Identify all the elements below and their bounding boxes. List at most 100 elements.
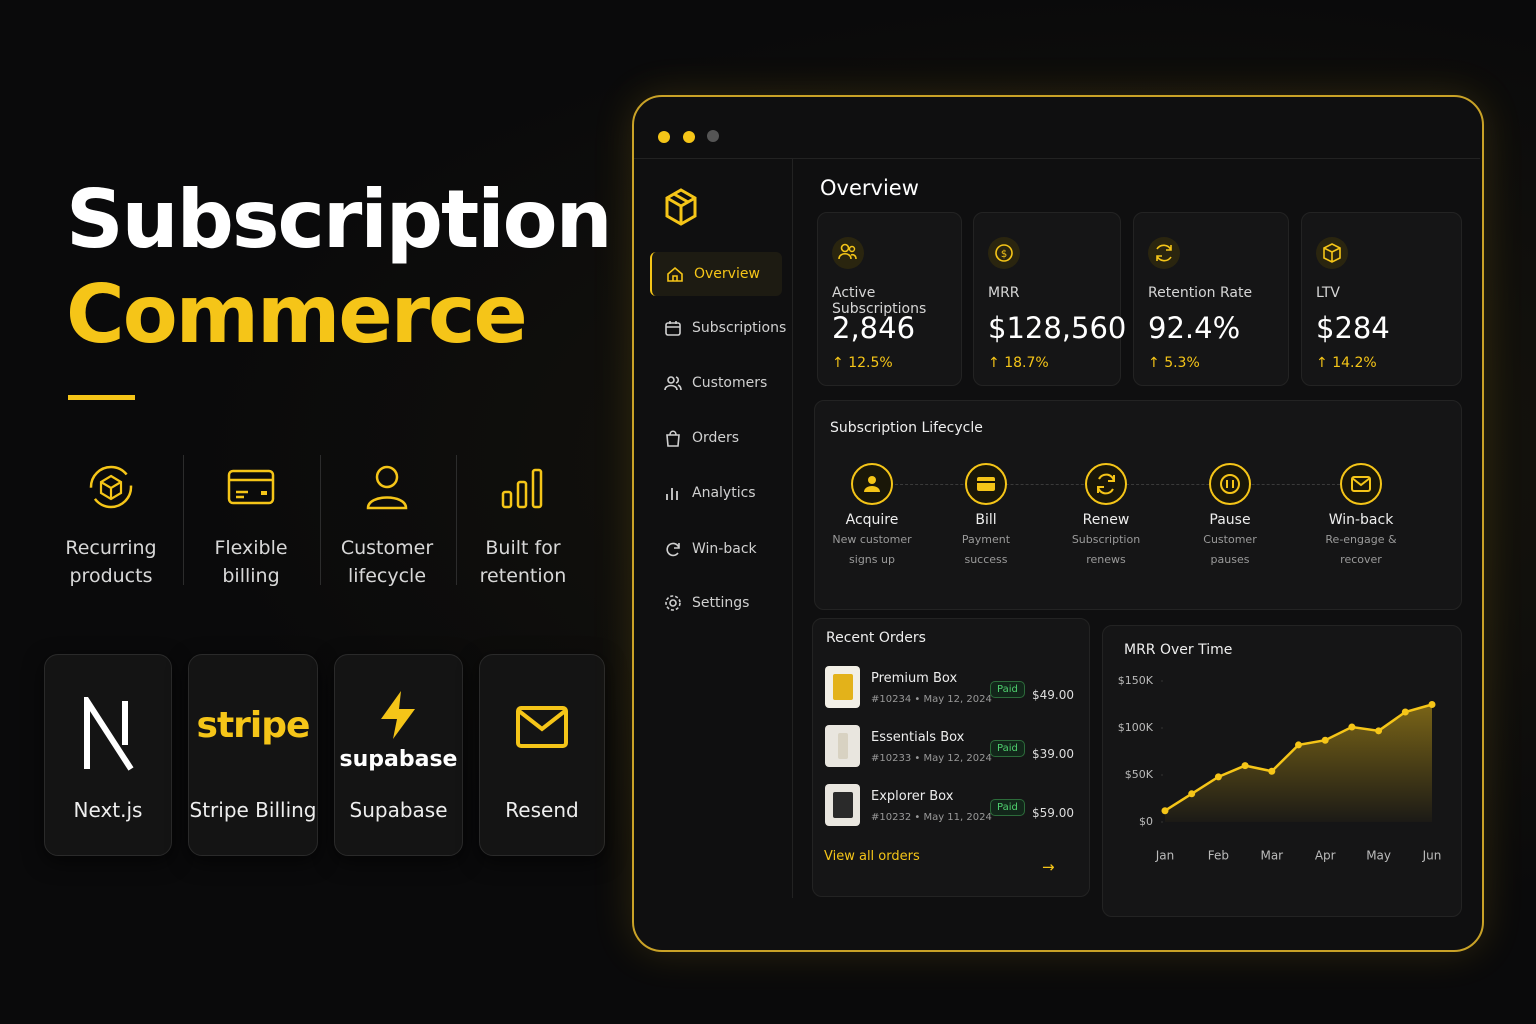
step-title: Acquire [845,512,899,528]
step-title: Pause [1209,512,1251,528]
feature-icon [89,465,133,509]
nav-label: Settings [692,595,750,611]
feature-label: Flexible billing [214,537,288,587]
supabase-logo [381,691,415,739]
kpi-value: 2,846 [832,311,916,345]
lifecycle-step: Acquire New customer signs up [812,462,932,570]
arrow-icon[interactable]: → [1042,858,1055,876]
window-dot [658,131,670,143]
nav-item[interactable]: Subscriptions [650,306,786,350]
divider [456,455,457,585]
step-title: Bill [975,512,997,528]
lifecycle-step: Win-back Re-engage & recover [1301,462,1421,570]
kpi-change-value: 14.2% [1332,355,1377,371]
nav-icon [667,266,683,282]
nav-item[interactable]: Win-back [650,527,782,571]
nav-item[interactable]: Analytics [650,471,782,515]
step-desc: Subscription renews [1071,533,1141,566]
order-price: $39.00 [1032,747,1074,761]
lifecycle-title: Subscription Lifecycle [830,420,983,436]
kpi-label: Active Subscriptions [832,285,927,317]
feature-label: Recurring products [65,537,157,587]
nav-label: Analytics [692,485,756,501]
page-heading: Overview [820,176,919,200]
feature-icon [366,465,408,510]
kpi-change-value: 5.3% [1164,355,1200,371]
step-icon [1085,463,1127,505]
step-desc: Customer pauses [1203,533,1257,566]
step-icon [851,463,893,505]
step-icon [1340,463,1382,505]
nav-icon [664,376,682,391]
kpi-change: ↑ 5.3% [1148,355,1200,371]
tech-card: Resend [479,654,605,856]
divider [320,455,321,585]
order-name: Explorer Box [871,789,954,804]
kpi-change-value: 12.5% [848,355,893,371]
hero-title: Subscription [66,173,613,266]
kpi-label: MRR [988,285,1020,301]
nav-icon [666,430,680,447]
kpi-value: $128,560 [988,311,1127,345]
step-desc: New customer signs up [832,533,912,566]
nav-label: Customers [692,375,768,391]
kpi-card: LTV $284 ↑ 14.2% [1301,212,1462,386]
kpi-icon: $ [988,237,1020,269]
kpi-label: Retention Rate [1148,285,1253,301]
kpi-value: 92.4% [1148,311,1241,345]
lifecycle-step: Pause Customer pauses [1170,462,1290,570]
order-price: $59.00 [1032,806,1074,820]
titlebar-divider [634,158,1480,159]
window-dot [683,131,695,143]
kpi-label: LTV [1316,285,1341,301]
step-icon [1209,463,1251,505]
nav-icon [665,595,681,611]
step-icon [965,463,1007,505]
nav-icon [665,321,681,336]
feature-icon [227,469,275,505]
nav-icon [666,542,680,557]
orders-title: Recent Orders [826,630,926,646]
step-desc: Payment success [961,533,1011,566]
tech-name: Resend [505,798,579,822]
order-name: Premium Box [871,671,958,686]
feature-label: Customer lifecycle [340,537,434,587]
lifecycle-panel [814,400,1462,610]
sidebar-divider [792,158,793,898]
nav-item[interactable]: Overview [650,252,782,296]
kpi-value: $284 [1316,311,1390,345]
tech-card: Next.js [44,654,172,856]
kpi-icon [832,237,864,269]
kpi-icon [1316,237,1348,269]
kpi-change: ↑ 14.2% [1316,355,1377,371]
hero-title-accent: Commerce [66,268,528,361]
nav-label: Overview [694,266,760,282]
lifecycle-step: Bill Payment success [926,462,1046,570]
feature-icon [501,468,543,509]
up-arrow: ↑ [832,355,849,371]
nav-item[interactable]: Settings [650,581,782,625]
tech-card: supabase Supabase [334,654,463,856]
feature-label: Built for retention [479,537,567,587]
mail-icon [516,706,568,748]
status-pill: Paid [990,740,1025,757]
nav-item[interactable]: Orders [650,416,782,460]
step-title: Win-back [1328,512,1394,528]
up-arrow: ↑ [988,355,1005,371]
tech-name: Stripe Billing [189,798,317,822]
chart-panel [1102,625,1462,917]
kpi-card: Active Subscriptions 2,846 ↑ 12.5% [817,212,962,386]
order-price: $49.00 [1032,688,1074,702]
kpi-icon [1148,237,1180,269]
order-meta: #10234 • May 12, 2024 [871,694,992,705]
window-dot [707,130,719,142]
order-meta: #10233 • May 12, 2024 [871,753,992,764]
nav-label: Subscriptions [692,320,787,336]
divider [183,455,184,585]
step-desc: Re-engage & recover [1325,533,1397,566]
view-all-link[interactable]: View all orders [824,849,920,864]
kpi-card: Retention Rate 92.4% ↑ 5.3% [1133,212,1289,386]
up-arrow: ↑ [1316,355,1333,371]
nav-item[interactable]: Customers [650,361,782,405]
